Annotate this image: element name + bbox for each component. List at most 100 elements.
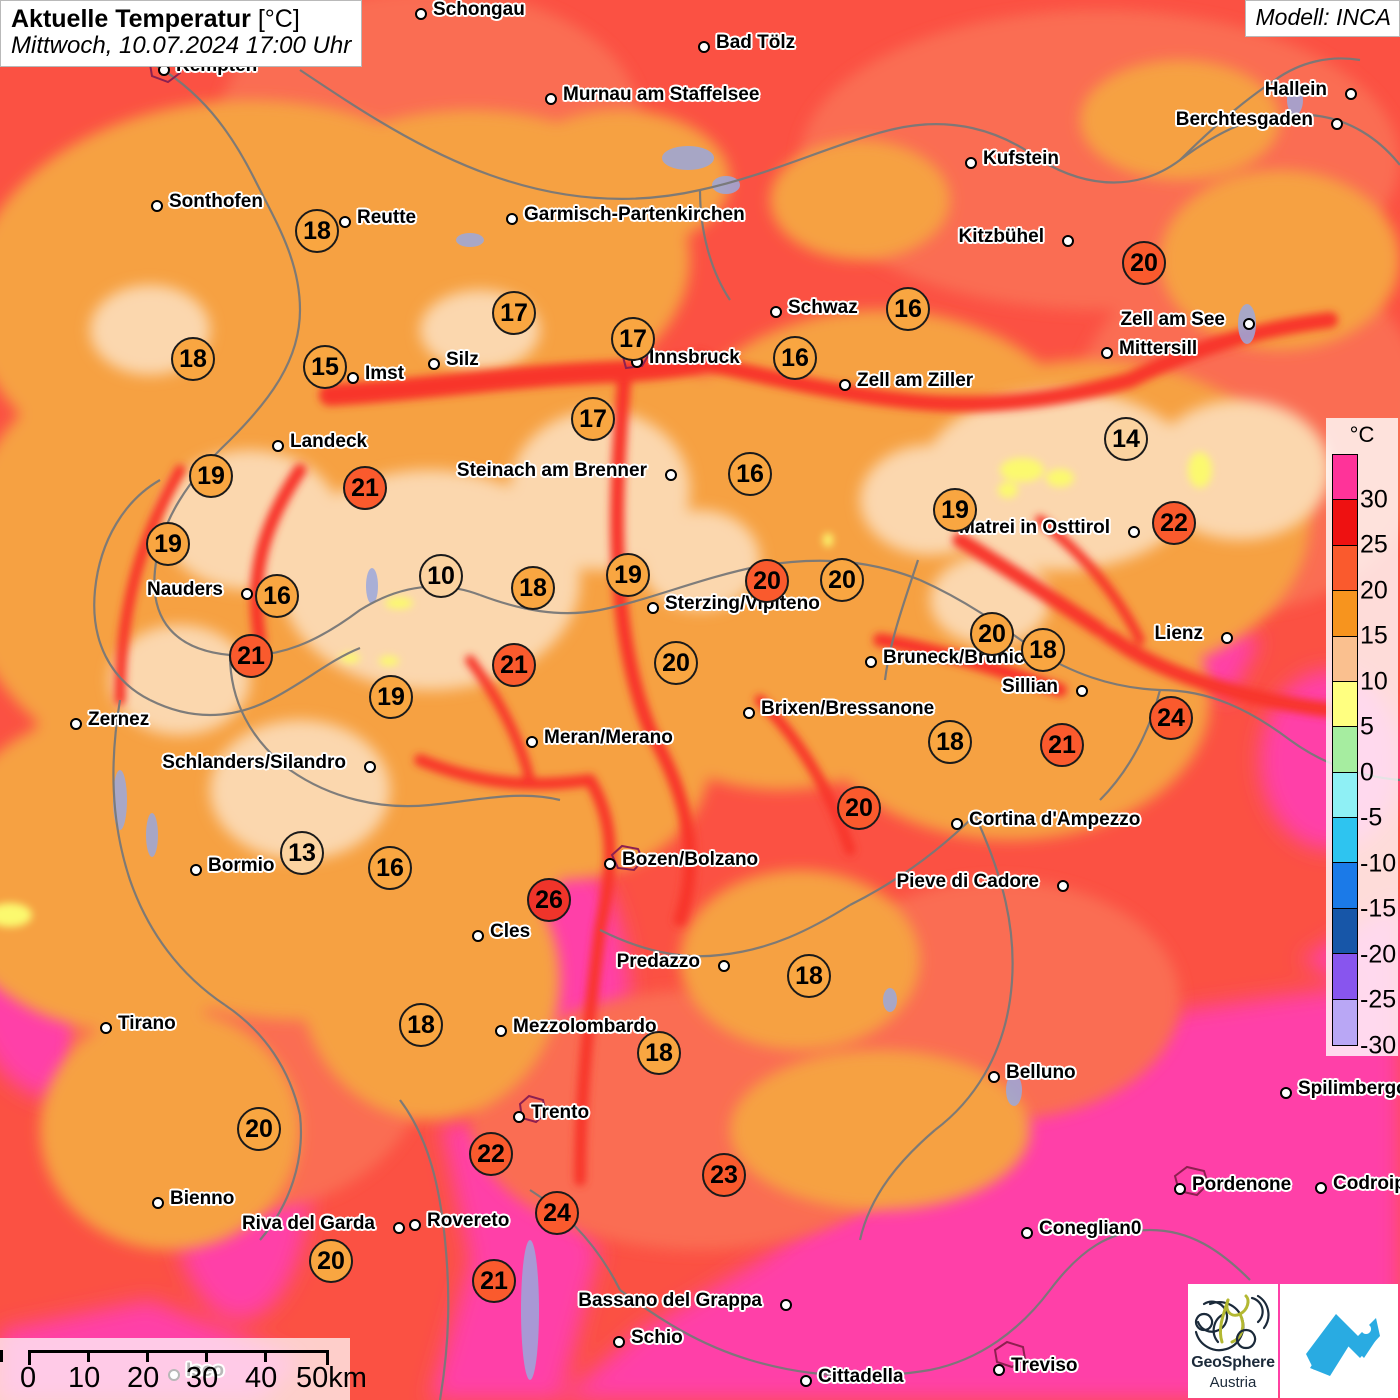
city-dot-icon: [604, 858, 616, 870]
temperature-marker[interactable]: 19: [606, 553, 650, 597]
temperature-marker[interactable]: 17: [571, 397, 615, 441]
legend-band: [1333, 908, 1357, 955]
temperature-marker[interactable]: 24: [535, 1191, 579, 1235]
temperature-marker[interactable]: 16: [368, 846, 412, 890]
temperature-marker[interactable]: 24: [1149, 696, 1193, 740]
temperature-marker[interactable]: 15: [303, 345, 347, 389]
temperature-marker[interactable]: 18: [1021, 628, 1065, 672]
city-label: Zernez: [88, 709, 150, 730]
city-label: Schwaz: [788, 297, 858, 318]
temperature-marker[interactable]: 19: [146, 522, 190, 566]
temperature-marker[interactable]: 20: [1122, 241, 1166, 285]
city-dot-icon: [1021, 1227, 1033, 1239]
temperature-marker[interactable]: 20: [237, 1107, 281, 1151]
city-label: Kitzbühel: [958, 226, 1045, 247]
scale-bar-rule: [28, 1350, 329, 1365]
map-title-box: Aktuelle Temperatur [°C] Mittwoch, 10.07…: [0, 0, 363, 67]
temperature-marker[interactable]: 22: [469, 1132, 513, 1176]
city-label: Murnau am Staffelsee: [563, 84, 760, 105]
city-label: Tirano: [118, 1013, 176, 1034]
temperature-marker[interactable]: 21: [492, 643, 536, 687]
temperature-marker[interactable]: 21: [343, 466, 387, 510]
city-dot-icon: [339, 216, 351, 228]
city-dot-icon: [1331, 118, 1343, 130]
city-dot-icon: [1062, 235, 1074, 247]
temperature-marker[interactable]: 18: [511, 566, 555, 610]
page-title: Aktuelle Temperatur [°C]: [11, 5, 351, 33]
temperature-marker[interactable]: 20: [654, 641, 698, 685]
city-dot-icon: [965, 157, 977, 169]
scale-tick: [87, 1350, 90, 1362]
temperature-marker[interactable]: 14: [1104, 417, 1148, 461]
city-label: Innsbruck: [649, 347, 740, 368]
city-dot-icon: [770, 306, 782, 318]
temperature-marker[interactable]: 19: [189, 454, 233, 498]
city-label: Zell am Ziller: [857, 370, 974, 391]
city-label: Codroipo: [1333, 1173, 1400, 1194]
geosphere-country: Austria: [1209, 1374, 1257, 1391]
city-dot-icon: [428, 358, 440, 370]
temperature-marker[interactable]: 18: [171, 337, 215, 381]
city-dot-icon: [495, 1025, 507, 1037]
city-label: Belluno: [1006, 1062, 1076, 1083]
city-dot-icon: [1280, 1087, 1292, 1099]
legend-band: [1333, 455, 1357, 501]
legend-tick: -10: [1360, 849, 1397, 878]
temperature-marker[interactable]: 21: [229, 634, 273, 678]
temperature-marker[interactable]: 19: [369, 675, 413, 719]
temperature-marker[interactable]: 20: [745, 559, 789, 603]
city-dot-icon: [70, 718, 82, 730]
temperature-marker[interactable]: 20: [970, 612, 1014, 656]
legend-band: [1333, 772, 1357, 818]
city-dot-icon: [1315, 1182, 1327, 1194]
temperature-marker[interactable]: 16: [255, 574, 299, 618]
city-dot-icon: [665, 469, 677, 481]
city-label: Cles: [490, 921, 531, 942]
city-dot-icon: [839, 379, 851, 391]
model-label: Modell: INCA: [1244, 0, 1400, 37]
scale-bar: 0 10 20 30 40 50km: [0, 1338, 367, 1400]
temperature-marker[interactable]: 20: [820, 558, 864, 602]
temperature-marker[interactable]: 16: [773, 336, 817, 380]
city-dot-icon: [993, 1364, 1005, 1376]
city-dot-icon: [647, 602, 659, 614]
legend-band: [1333, 863, 1357, 909]
city-dot-icon: [698, 41, 710, 53]
temperature-marker[interactable]: 20: [309, 1239, 353, 1283]
temperature-marker[interactable]: 23: [702, 1153, 746, 1197]
city-dot-icon: [506, 213, 518, 225]
city-label: Matrei in Osttirol: [959, 517, 1110, 538]
temperature-marker[interactable]: 17: [611, 317, 655, 361]
legend-tick: -30: [1360, 1031, 1397, 1060]
temperature-marker[interactable]: 20: [837, 786, 881, 830]
temperature-marker[interactable]: 16: [728, 452, 772, 496]
city-label: Hallein: [1264, 79, 1327, 100]
city-dot-icon: [988, 1071, 1000, 1083]
legend-band: [1333, 999, 1357, 1045]
temperature-marker[interactable]: 19: [933, 488, 977, 532]
city-label: Silz: [446, 349, 479, 370]
temperature-marker[interactable]: 22: [1152, 501, 1196, 545]
city-label: Mezzolombardo: [513, 1016, 657, 1037]
temperature-marker[interactable]: 21: [472, 1259, 516, 1303]
temperature-marker[interactable]: 18: [928, 720, 972, 764]
temperature-marker[interactable]: 18: [399, 1003, 443, 1047]
legend-tick: 0: [1360, 758, 1374, 787]
city-label: Coneglian0: [1039, 1218, 1142, 1239]
city-dot-icon: [409, 1219, 421, 1231]
city-label: Nauders: [146, 579, 223, 600]
temperature-marker[interactable]: 18: [787, 954, 831, 998]
city-label: Bruneck/Brunico: [883, 647, 1037, 668]
city-label: Sterzing/Vipiteno: [665, 593, 820, 614]
temperature-marker[interactable]: 18: [637, 1031, 681, 1075]
temperature-marker[interactable]: 10: [419, 554, 463, 598]
temperature-marker[interactable]: 17: [492, 291, 536, 335]
temperature-marker[interactable]: 21: [1040, 723, 1084, 767]
temperature-marker[interactable]: 18: [295, 209, 339, 253]
legend-band: [1333, 727, 1357, 773]
temperature-marker[interactable]: 26: [527, 878, 571, 922]
city-label: Brixen/Bressanone: [761, 698, 935, 719]
temperature-marker[interactable]: 16: [886, 287, 930, 331]
temperature-marker[interactable]: 13: [280, 831, 324, 875]
